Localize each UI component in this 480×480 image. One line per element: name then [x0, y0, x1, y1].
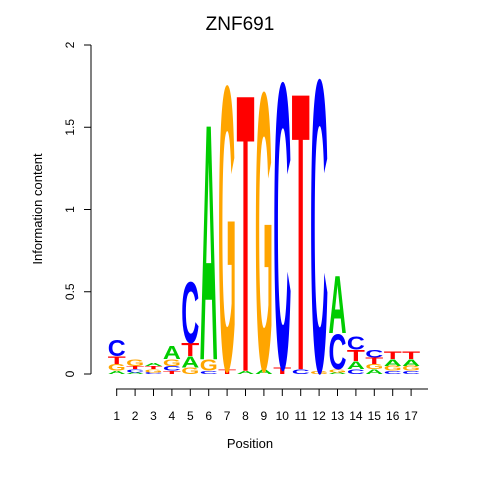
logo-letter-a: A [108, 370, 126, 375]
logo-letter-t: T [402, 349, 420, 362]
logo-letter-c: C [126, 368, 144, 373]
logo-letter-c: C [365, 348, 383, 361]
logo-letter-a: A [126, 372, 144, 375]
x-tick-label: 7 [224, 409, 231, 423]
logo-letter-c: C [200, 370, 218, 375]
x-tick-label: 3 [150, 409, 157, 423]
logo-letter-a: A [384, 357, 403, 367]
logo-letter-c: C [292, 368, 310, 376]
logo-letter-a: A [365, 368, 383, 376]
logo-letter-t: T [108, 354, 126, 367]
logo-letter-g: G [181, 366, 199, 376]
logo-letter-g: G [310, 370, 328, 375]
x-tick-label: 15 [368, 409, 382, 423]
y-tick-label: 2 [63, 41, 77, 48]
logo-letter-g: G [255, 9, 273, 454]
x-tick-label: 10 [276, 409, 290, 423]
logo-letter-c: C [310, 0, 328, 460]
logo-letter-t: T [126, 365, 144, 370]
logo-letter-c: C [108, 336, 126, 362]
logo-letter-t: T [181, 340, 199, 360]
logo-letter-c: C [145, 372, 163, 375]
x-tick-label: 14 [349, 409, 363, 423]
logo-letter-c: C [347, 333, 365, 354]
logo-letter-t: T [347, 347, 366, 365]
logo-letter-g: G [218, 2, 236, 457]
x-tick-label: 9 [261, 409, 268, 423]
logo-letter-g: G [145, 368, 163, 373]
x-tick-label: 4 [169, 409, 176, 423]
logo-letter-c: C [273, 0, 291, 455]
x-tick-label: 2 [132, 409, 139, 423]
logo-letter-c: C [163, 364, 181, 372]
logo-letter-t: T [144, 365, 162, 370]
logo-letter-c: C [181, 264, 199, 362]
x-tick-label: 13 [331, 409, 345, 423]
logo-letter-a: A [329, 372, 347, 375]
x-tick-label: 12 [312, 409, 326, 423]
y-tick-label: 1 [63, 206, 77, 213]
logo-letter-c: C [347, 368, 365, 376]
logo-letter-a: A [347, 359, 365, 372]
logo-letter-c: C [329, 325, 347, 381]
y-tick-label: 0 [63, 370, 77, 377]
x-axis: 1 2 3 4 5 6 7 8 9 10 11 12 13 14 15 16 17 [113, 388, 428, 423]
logo-letter-g: G [108, 362, 126, 372]
logo-letter-a: A [163, 342, 181, 363]
logo-letter-t: T [218, 368, 236, 376]
logo-letter-t: T [384, 349, 402, 362]
chart-title: ZNF691 [206, 14, 275, 35]
logo-letter-g: G [384, 365, 402, 373]
logo-letter-c: C [384, 370, 402, 375]
logo-letter-a: A [200, 53, 218, 431]
x-tick-label: 16 [386, 409, 400, 423]
logo-letter-c: C [402, 370, 420, 375]
y-tick-label: 0.5 [63, 283, 77, 300]
logo-letter-a: A [181, 354, 199, 372]
logo-letter-g: G [329, 368, 347, 373]
logo-letter-t: T [237, 11, 255, 455]
x-tick-label: 8 [242, 409, 249, 423]
logo-letter-g: G [365, 363, 383, 371]
logo-letter-t: T [365, 356, 384, 366]
logo-letter-g: G [402, 365, 420, 373]
logo-letter-g: G [200, 357, 218, 375]
logo-letter-t: T [292, 9, 310, 453]
y-axis: 0 0.5 1 1.5 2 [63, 41, 92, 377]
logo-letter-a: A [328, 258, 346, 350]
x-tick-label: 6 [205, 409, 212, 423]
logo-letter-t: T [273, 366, 292, 376]
logo-letter-g: G [163, 357, 181, 367]
logo-letter-a: A [237, 370, 255, 375]
y-axis-label: Information content [30, 153, 45, 265]
logo-letter-a: A [145, 362, 163, 367]
x-axis-label: Position [227, 436, 273, 451]
logo-letter-t: T [163, 370, 181, 375]
x-tick-label: 5 [187, 409, 194, 423]
logo-letter-g: G [126, 357, 144, 367]
x-tick-label: 1 [113, 409, 120, 423]
y-tick-label: 1.5 [63, 119, 77, 136]
x-tick-label: 17 [404, 409, 418, 423]
x-tick-label: 11 [294, 409, 307, 423]
logo-letter-a: A [255, 368, 273, 376]
logo-letter-a: A [402, 357, 421, 367]
